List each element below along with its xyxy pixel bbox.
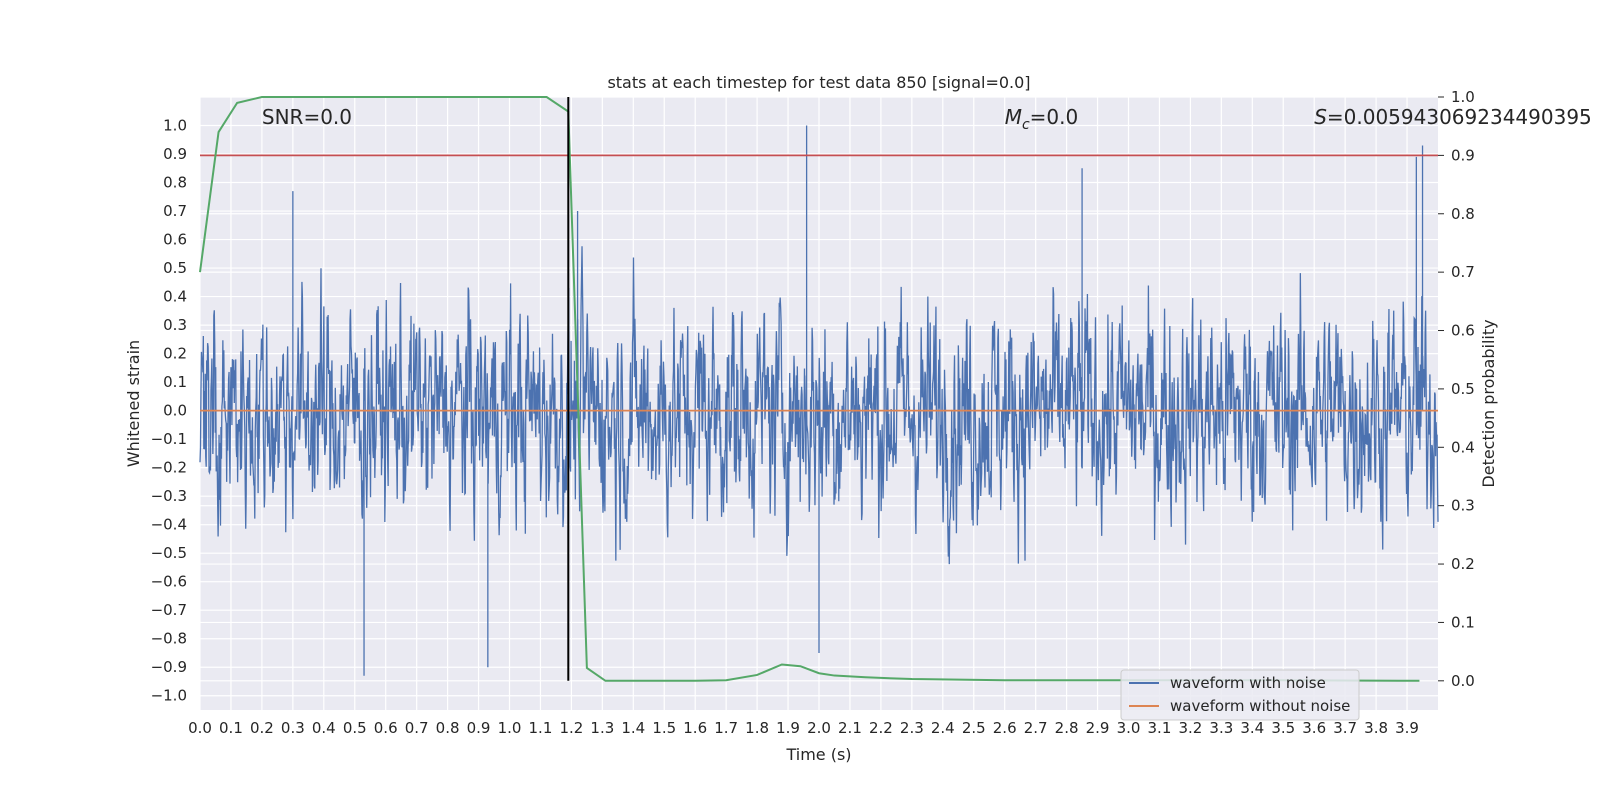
y-tick-label: 0.4 [163,288,187,306]
y-tick-label: −0.3 [151,487,187,505]
y-tick-label: 1.0 [163,117,187,135]
tick-labels: 0.0 0.1 0.2 0.3 0.4 0.5 0.6 0.7 0.8 0.9 1.0 1.1 1.2 1… [151,88,1475,737]
y-tick-label: 0.8 [163,174,187,192]
y-right-tick-label: 0.0 [1451,672,1475,690]
x-tick-label: 1.4 [621,719,645,737]
x-tick-label: 1.0 [498,719,522,737]
y-tick-label: 0.0 [163,402,187,420]
y-tick-label: 0.6 [163,231,187,249]
x-tick-label: 0.5 [343,719,367,737]
s-value: =0.005943069234490395 [1327,105,1592,129]
mc-symbol: M [1005,105,1022,129]
chart-lines [199,96,1438,682]
snr-annotation: SNR=0.0 [262,105,352,129]
x-tick-label: 0.6 [374,719,398,737]
chart-title: stats at each timestep for test data 850… [607,73,1030,92]
y-tick-label: 0.9 [163,145,187,163]
legend-box [1120,669,1360,721]
x-tick-label: 1.5 [652,719,676,737]
x-tick-label: 1.6 [683,719,707,737]
y-axis-right-label: Detection probability [1479,319,1498,487]
y-right-tick-label: 0.3 [1451,497,1475,515]
y-right-tick-label: 0.5 [1451,380,1475,398]
x-tick-label: 2.3 [900,719,924,737]
y-tick-label: −0.7 [151,601,187,619]
y-tick-label: −0.5 [151,544,187,562]
y-right-tick-label: 0.2 [1451,555,1475,573]
x-tick-label: 2.4 [931,719,955,737]
x-tick-label: 0.9 [467,719,491,737]
x-tick-label: 1.2 [559,719,583,737]
y-right-tick-label: 0.9 [1451,146,1475,164]
mc-annotation: Mc=0.0 [1005,105,1079,133]
y-right-tick-label: 0.8 [1451,205,1475,223]
x-tick-label: 2.5 [962,719,986,737]
waveform-with-noise-line [199,125,1439,676]
x-tick-label: 3.5 [1271,719,1295,737]
y-tick-label: 0.7 [163,202,187,220]
x-tick-label: 3.0 [1117,719,1141,737]
legend-label-noise: waveform with noise [1170,674,1326,692]
x-tick-label: 0.1 [219,719,243,737]
x-tick-label: 3.6 [1302,719,1326,737]
y-tick-label: −0.2 [151,459,187,477]
x-tick-label: 3.3 [1209,719,1233,737]
y-tick-label: 0.3 [163,316,187,334]
y-right-tick-label: 0.4 [1451,438,1475,456]
y-tick-label: −0.1 [151,430,187,448]
s-annotation: S=0.005943069234490395 [1314,105,1592,129]
x-tick-label: 2.8 [1055,719,1079,737]
series-waveform-with-noise [199,125,1439,676]
y-tick-label: −0.9 [151,658,187,676]
x-tick-label: 3.4 [1240,719,1264,737]
legend-label-clean: waveform without noise [1170,697,1350,715]
y-tick-label: −0.6 [151,573,187,591]
x-tick-label: 0.3 [281,719,305,737]
y-tick-label: −0.8 [151,630,187,648]
y-axis-label: Whitened strain [124,340,143,467]
x-tick-label: 2.7 [1024,719,1048,737]
y-tick-label: −0.4 [151,516,187,534]
x-tick-label: 0.2 [250,719,274,737]
x-tick-label: 2.2 [869,719,893,737]
y-tick-label: −1.0 [151,687,187,705]
legend: waveform with noise waveform without noi… [1120,669,1360,721]
detection-probability-line [199,96,1420,682]
x-tick-label: 1.9 [776,719,800,737]
y-tick-label: 0.1 [163,373,187,391]
x-tick-label: 3.2 [1178,719,1202,737]
y-right-tick-label: 0.6 [1451,322,1475,340]
x-tick-label: 0.7 [405,719,429,737]
x-tick-label: 3.7 [1333,719,1357,737]
x-tick-label: 3.1 [1148,719,1172,737]
x-tick-label: 1.3 [590,719,614,737]
x-axis-label: Time (s) [785,745,851,764]
s-symbol: S [1314,105,1327,129]
x-tick-label: 0.8 [436,719,460,737]
x-tick-label: 0.4 [312,719,336,737]
mc-subscript: c [1022,117,1030,133]
y-tick-label: 0.2 [163,345,187,363]
x-tick-label: 2.6 [993,719,1017,737]
x-tick-label: 3.8 [1364,719,1388,737]
x-tick-label: 1.7 [714,719,738,737]
x-tick-label: 1.1 [529,719,553,737]
x-tick-label: 2.1 [838,719,862,737]
x-tick-label: 3.9 [1395,719,1419,737]
x-tick-label: 2.0 [807,719,831,737]
y-right-tick-label: 1.0 [1451,88,1475,106]
x-tick-label: 1.8 [745,719,769,737]
y-right-tick-label: 0.1 [1451,613,1475,631]
y-tick-label: 0.5 [163,259,187,277]
mc-value: =0.0 [1030,105,1079,129]
x-tick-label: 0.0 [188,719,212,737]
x-tick-label: 2.9 [1086,719,1110,737]
y-right-tick-label: 0.7 [1451,263,1475,281]
